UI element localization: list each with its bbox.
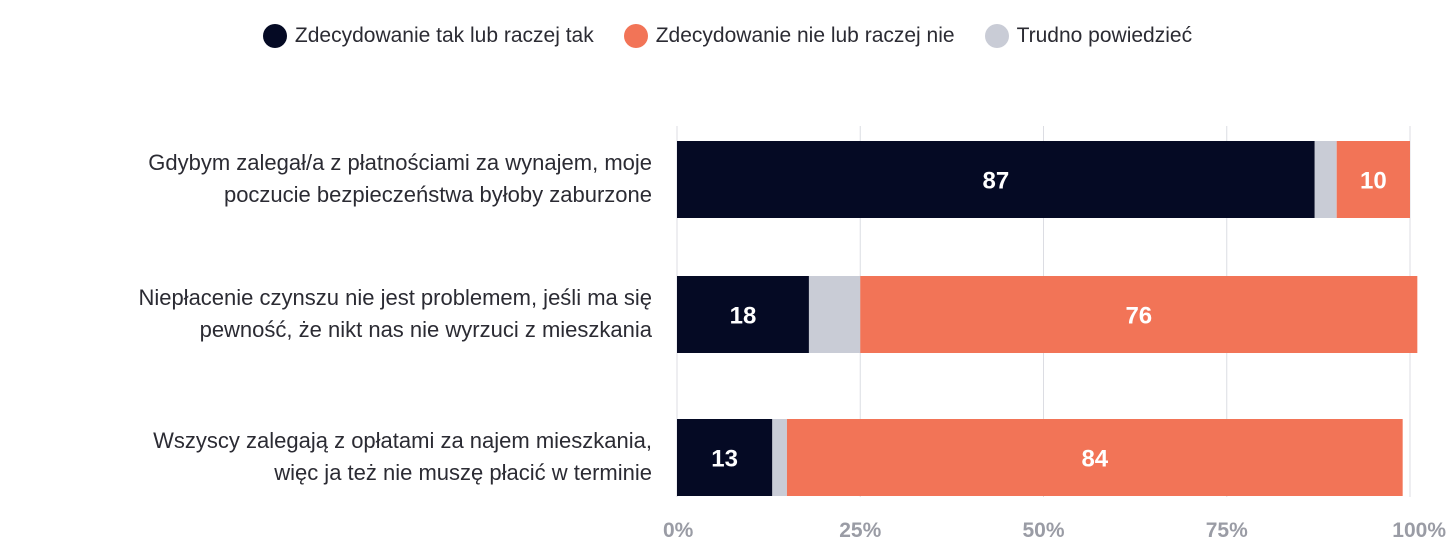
- legend-item-no: Zdecydowanie nie lub raczej nie: [623, 24, 955, 48]
- category-label-2-line-1: Niepłacenie czynszu nie jest problemem, …: [138, 285, 652, 310]
- category-label-1-line-1: Gdybym zalegał/a z płatnościami za wynaj…: [148, 150, 652, 175]
- data-label-1-series-3: 10: [1360, 168, 1387, 195]
- category-label-1-line-2: poczucie bezpieczeństwa byłoby zaburzone: [223, 182, 652, 207]
- data-label-3-series-1: 13: [711, 446, 738, 473]
- bar-segment-2-series-1: [677, 276, 809, 353]
- data-label-2-series-3: 76: [1125, 303, 1152, 330]
- x-tick-label-4: 100%: [1392, 519, 1446, 542]
- category-label-3-line-1: Wszyscy zalegają z opłatami za najem mie…: [153, 428, 652, 453]
- legend-swatch-hard-to-say: [984, 24, 1009, 48]
- legend-label-yes: Zdecydowanie tak lub raczej tak: [294, 24, 594, 47]
- legend-label-no: Zdecydowanie nie lub raczej nie: [655, 24, 955, 47]
- data-label-2-series-1: 18: [730, 303, 757, 330]
- legend-swatch-no: [623, 24, 648, 48]
- x-tick-label-0: 0%: [663, 519, 694, 542]
- category-label-2-line-2: pewność, że nikt nas nie wyrzuci z miesz…: [199, 317, 652, 342]
- category-label-3: Wszyscy zalegają z opłatami za najem mie…: [12, 425, 652, 489]
- x-tick-label-3: 75%: [1206, 519, 1248, 542]
- legend-item-hard-to-say: Trudno powiedzieć: [984, 24, 1193, 48]
- x-tick-label-2: 50%: [1022, 519, 1064, 542]
- bar-segment-3-series-1: [677, 419, 773, 496]
- bar-segment-1-series-3: [1336, 141, 1410, 218]
- legend-label-hard-to-say: Trudno powiedzieć: [1016, 24, 1193, 47]
- data-label-3-series-3: 84: [1081, 446, 1108, 473]
- x-tick-label-1: 25%: [839, 519, 881, 542]
- category-label-2: Niepłacenie czynszu nie jest problemem, …: [12, 282, 652, 346]
- bar-segment-2-series-3: [860, 276, 1418, 353]
- category-label-1: Gdybym zalegał/a z płatnościami za wynaj…: [12, 147, 652, 211]
- legend-item-yes: Zdecydowanie tak lub raczej tak: [262, 24, 594, 48]
- legend-swatch-yes: [262, 24, 287, 48]
- bar-segment-3-series-3: [786, 419, 1403, 496]
- bar-segment-1-series-1: [677, 141, 1315, 218]
- bar-segment-2-series-2: [808, 276, 861, 353]
- bar-segment-1-series-2: [1314, 141, 1337, 218]
- bar-segment-3-series-2: [772, 419, 787, 496]
- chart-legend: Zdecydowanie tak lub raczej tak Zdecydow…: [0, 24, 1455, 48]
- data-label-1-series-1: 87: [983, 168, 1010, 195]
- category-label-3-line-2: więc ja też nie muszę płacić w terminie: [274, 460, 652, 485]
